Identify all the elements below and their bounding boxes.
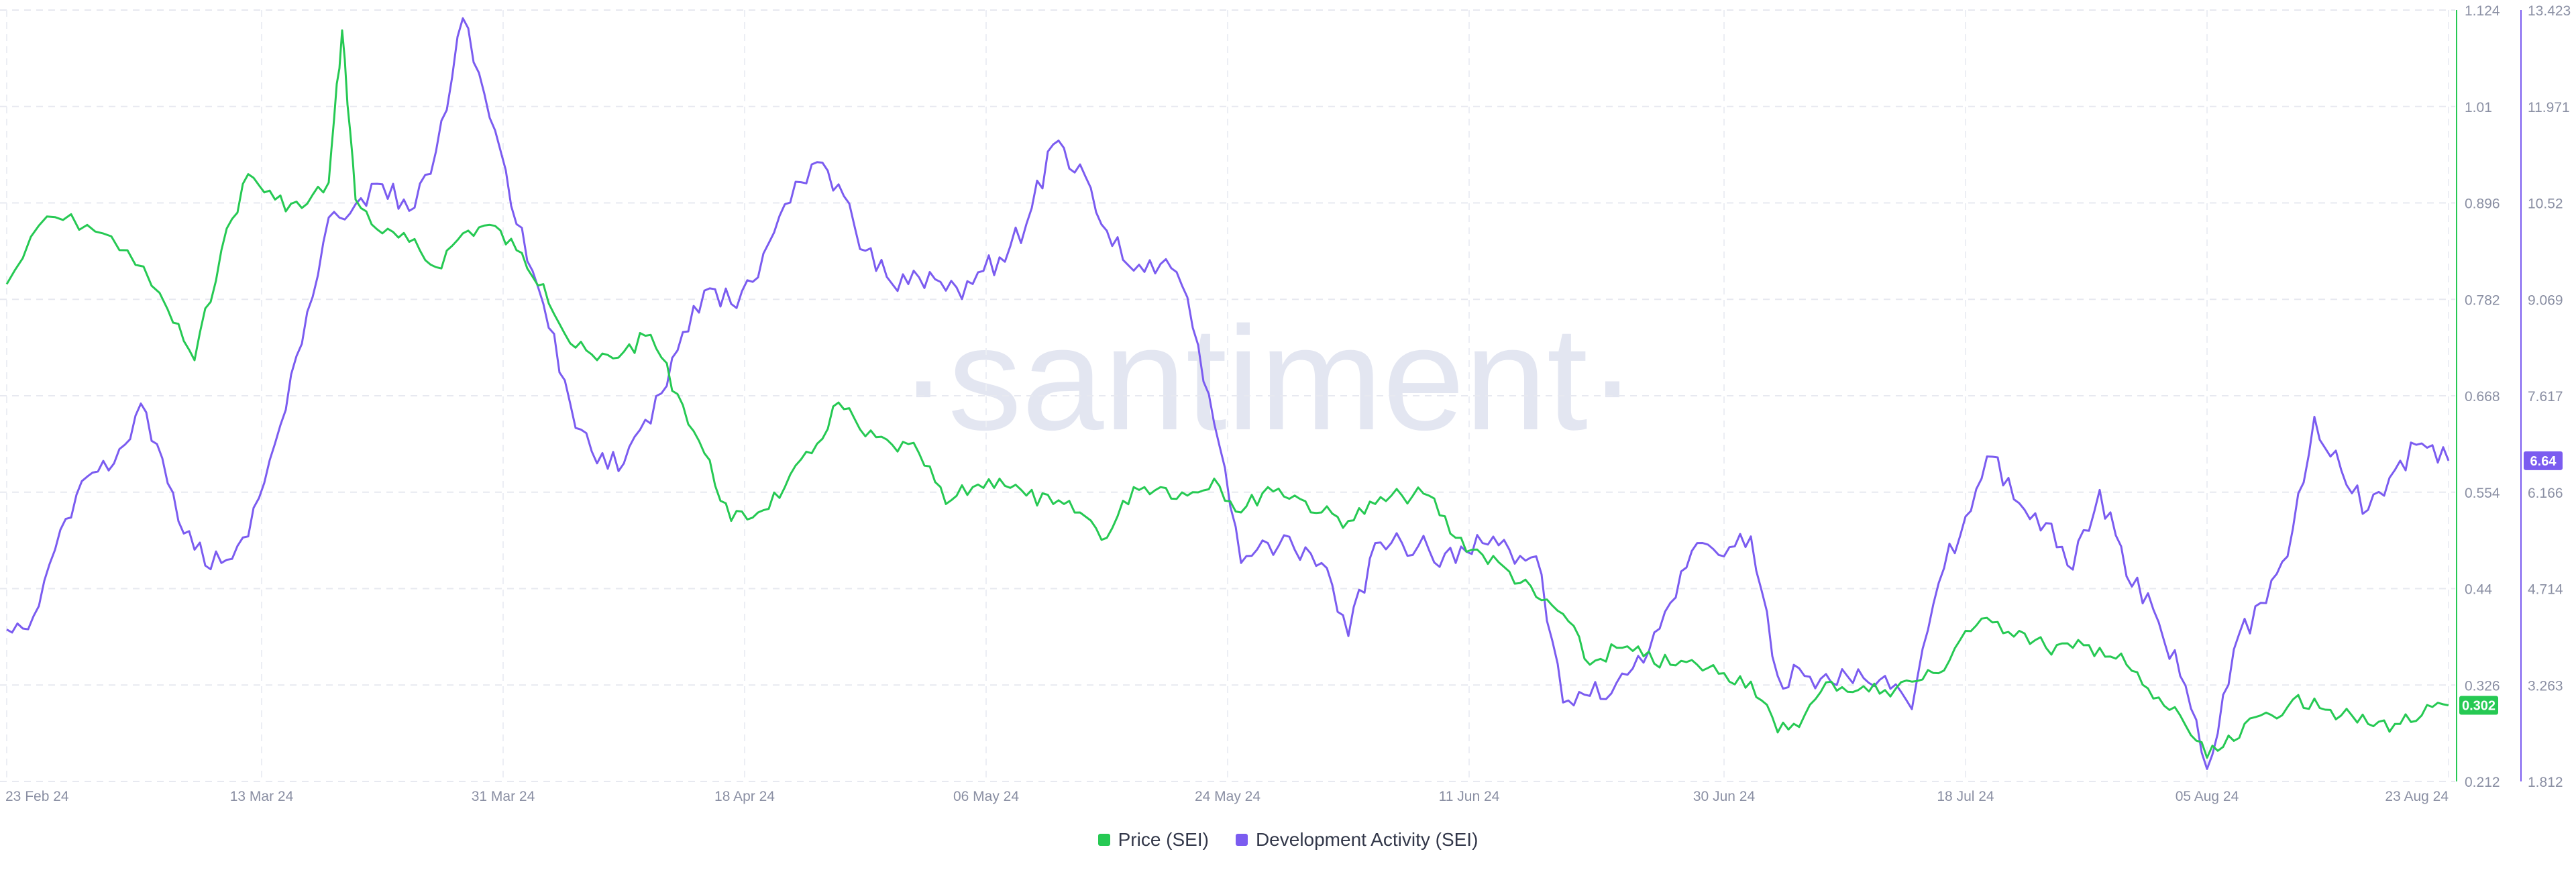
series-line-dev-activity[interactable] <box>6 17 2450 770</box>
y-tick-label-dev: 4.714 <box>2528 582 2563 598</box>
y-tick-label-price: 0.326 <box>2465 678 2500 694</box>
last-value-badge-price-bg <box>2459 696 2498 715</box>
legend-label-dev-activity: Development Activity (SEI) <box>1255 829 1479 850</box>
y-tick-label-dev: 13.423 <box>2528 3 2571 19</box>
x-tick-label: 06 May 24 <box>953 789 1019 804</box>
y-tick-label-dev: 9.069 <box>2528 292 2563 308</box>
x-tick-label: 11 Jun 24 <box>1439 789 1500 804</box>
grid-layer <box>0 9 2455 782</box>
y-tick-label-dev: 3.263 <box>2528 678 2563 694</box>
x-tick-label: 31 Mar 24 <box>472 789 535 804</box>
x-tick-label: 24 May 24 <box>1195 789 1260 804</box>
y-tick-label-price: 0.668 <box>2465 389 2500 404</box>
legend-item-dev-activity[interactable]: Development Activity (SEI) <box>1235 829 1479 851</box>
x-tick-label: 13 Mar 24 <box>230 789 294 804</box>
last-value-badge-dev-activity: 6.64 <box>2530 454 2557 469</box>
y-tick-label-price: 0.212 <box>2465 775 2500 790</box>
x-tick-label: 05 Aug 24 <box>2176 789 2239 804</box>
y-tick-label-price: 0.896 <box>2465 197 2500 212</box>
x-tick-label: 30 Jun 24 <box>1693 789 1756 804</box>
y-tick-label-dev: 7.617 <box>2528 389 2563 404</box>
y-tick-label-dev: 11.971 <box>2528 100 2570 115</box>
legend-swatch-price <box>1097 834 1110 846</box>
y-tick-label-price: 1.124 <box>2465 3 2500 19</box>
y-tick-label-dev: 10.52 <box>2528 197 2563 212</box>
legend-swatch-dev-activity <box>1235 834 1248 846</box>
last-value-badge-dev-activity-bg <box>2524 451 2563 470</box>
series-layer <box>5 17 2450 770</box>
x-tick-label: 23 Aug 24 <box>2385 789 2449 804</box>
legend: Price (SEI) Development Activity (SEI) <box>0 829 2576 851</box>
y-tick-label-dev: 1.812 <box>2528 775 2563 790</box>
x-tick-label: 18 Jul 24 <box>1937 789 1994 804</box>
y-tick-label-price: 0.44 <box>2465 582 2492 598</box>
watermark-santiment: ·santiment· <box>899 296 1637 461</box>
y-tick-label-price: 0.782 <box>2465 292 2500 308</box>
y-tick-label-price: 1.01 <box>2465 100 2492 115</box>
series-line-price[interactable] <box>5 29 2449 759</box>
last-value-badge-price: 0.302 <box>2462 699 2496 714</box>
axis-layer: 23 Feb 24 13 Mar 24 31 Mar 24 18 Apr 24 06 M… <box>5 3 2571 804</box>
legend-label-price: Price (SEI) <box>1118 829 1209 850</box>
legend-item-price[interactable]: Price (SEI) <box>1097 829 1209 851</box>
x-tick-label: 18 Apr 24 <box>714 789 775 804</box>
label-layer: 0.302 6.64 <box>2459 451 2563 715</box>
x-tick-label: 23 Feb 24 <box>5 789 69 804</box>
y-tick-label-dev: 6.166 <box>2528 486 2563 501</box>
y-tick-label-price: 0.554 <box>2465 486 2500 501</box>
